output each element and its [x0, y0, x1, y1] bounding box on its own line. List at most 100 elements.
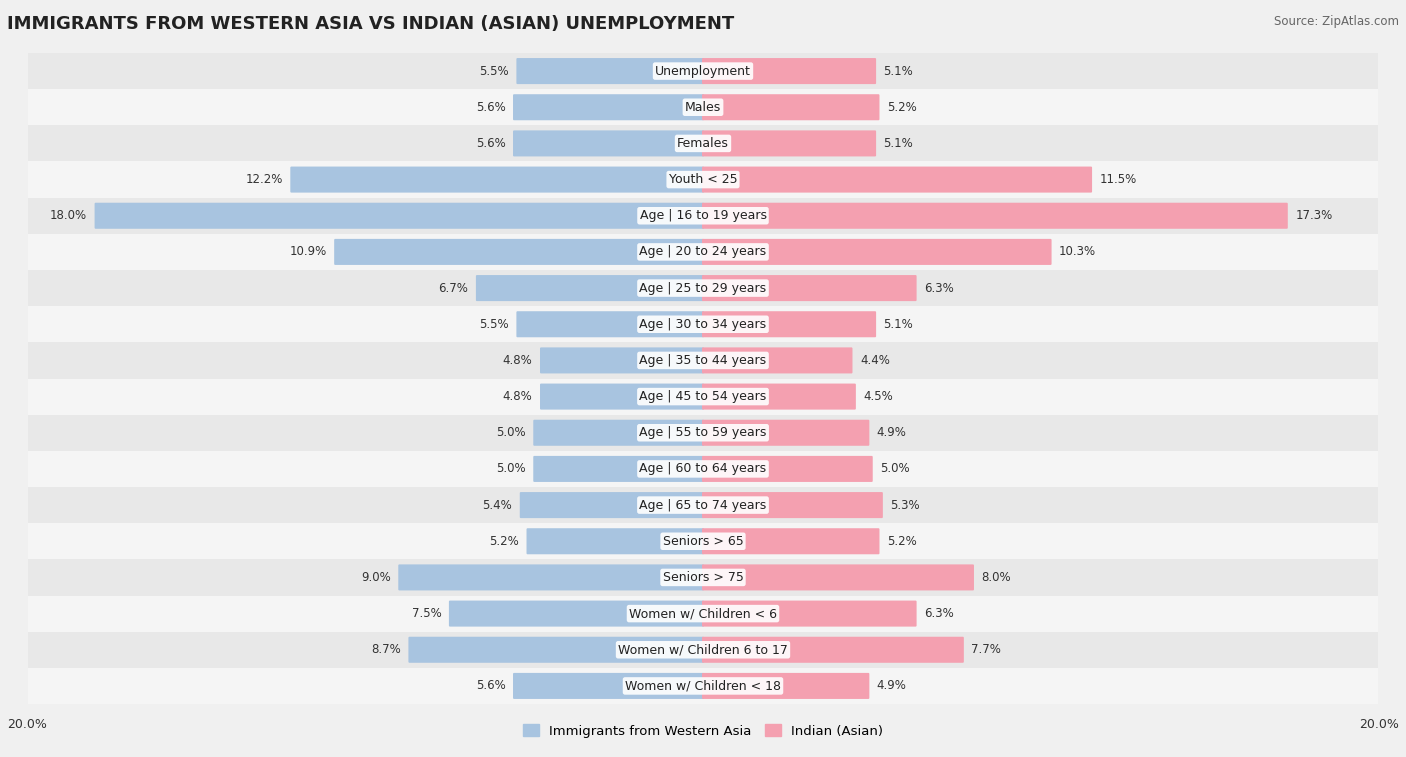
FancyBboxPatch shape — [513, 673, 704, 699]
Text: 6.3%: 6.3% — [924, 282, 953, 294]
Text: 20.0%: 20.0% — [7, 718, 46, 731]
FancyBboxPatch shape — [540, 384, 704, 410]
FancyBboxPatch shape — [702, 600, 917, 627]
Bar — [28, 668, 1378, 704]
Text: Age | 60 to 64 years: Age | 60 to 64 years — [640, 463, 766, 475]
Bar — [28, 631, 1378, 668]
Text: 5.1%: 5.1% — [883, 64, 914, 77]
FancyBboxPatch shape — [520, 492, 704, 518]
Bar — [28, 161, 1378, 198]
Text: 4.5%: 4.5% — [863, 390, 893, 403]
FancyBboxPatch shape — [513, 130, 704, 157]
Text: 11.5%: 11.5% — [1099, 173, 1136, 186]
Bar — [28, 487, 1378, 523]
FancyBboxPatch shape — [702, 130, 876, 157]
Text: 17.3%: 17.3% — [1295, 209, 1333, 223]
Text: Age | 35 to 44 years: Age | 35 to 44 years — [640, 354, 766, 367]
FancyBboxPatch shape — [702, 492, 883, 518]
FancyBboxPatch shape — [702, 311, 876, 338]
Text: 5.0%: 5.0% — [496, 426, 526, 439]
Text: Age | 65 to 74 years: Age | 65 to 74 years — [640, 499, 766, 512]
FancyBboxPatch shape — [702, 94, 880, 120]
Bar — [28, 596, 1378, 631]
FancyBboxPatch shape — [702, 419, 869, 446]
Bar — [28, 89, 1378, 126]
Bar — [28, 53, 1378, 89]
Bar — [28, 306, 1378, 342]
Text: Women w/ Children 6 to 17: Women w/ Children 6 to 17 — [619, 643, 787, 656]
Text: Seniors > 75: Seniors > 75 — [662, 571, 744, 584]
FancyBboxPatch shape — [702, 58, 876, 84]
Text: 10.9%: 10.9% — [290, 245, 326, 258]
Text: 10.3%: 10.3% — [1059, 245, 1097, 258]
FancyBboxPatch shape — [533, 456, 704, 482]
Text: Youth < 25: Youth < 25 — [669, 173, 737, 186]
FancyBboxPatch shape — [94, 203, 704, 229]
FancyBboxPatch shape — [516, 58, 704, 84]
Text: Age | 25 to 29 years: Age | 25 to 29 years — [640, 282, 766, 294]
Text: Unemployment: Unemployment — [655, 64, 751, 77]
Text: 5.5%: 5.5% — [479, 318, 509, 331]
Text: 4.8%: 4.8% — [503, 390, 533, 403]
Text: 6.3%: 6.3% — [924, 607, 953, 620]
Text: 9.0%: 9.0% — [361, 571, 391, 584]
FancyBboxPatch shape — [540, 347, 704, 373]
Bar — [28, 270, 1378, 306]
FancyBboxPatch shape — [702, 673, 869, 699]
FancyBboxPatch shape — [449, 600, 704, 627]
FancyBboxPatch shape — [533, 419, 704, 446]
FancyBboxPatch shape — [702, 275, 917, 301]
Text: Age | 30 to 34 years: Age | 30 to 34 years — [640, 318, 766, 331]
Text: Age | 55 to 59 years: Age | 55 to 59 years — [640, 426, 766, 439]
FancyBboxPatch shape — [702, 384, 856, 410]
Bar — [28, 234, 1378, 270]
Text: Age | 45 to 54 years: Age | 45 to 54 years — [640, 390, 766, 403]
Text: 8.7%: 8.7% — [371, 643, 401, 656]
Text: 4.8%: 4.8% — [503, 354, 533, 367]
Text: 5.0%: 5.0% — [880, 463, 910, 475]
Text: 5.2%: 5.2% — [887, 534, 917, 548]
FancyBboxPatch shape — [702, 528, 880, 554]
FancyBboxPatch shape — [702, 456, 873, 482]
FancyBboxPatch shape — [516, 311, 704, 338]
Text: 20.0%: 20.0% — [1360, 718, 1399, 731]
Text: 4.9%: 4.9% — [877, 426, 907, 439]
Text: Women w/ Children < 18: Women w/ Children < 18 — [626, 680, 780, 693]
Legend: Immigrants from Western Asia, Indian (Asian): Immigrants from Western Asia, Indian (As… — [517, 719, 889, 743]
FancyBboxPatch shape — [290, 167, 704, 192]
Text: Seniors > 65: Seniors > 65 — [662, 534, 744, 548]
Text: 5.0%: 5.0% — [496, 463, 526, 475]
Bar — [28, 559, 1378, 596]
Text: Age | 20 to 24 years: Age | 20 to 24 years — [640, 245, 766, 258]
FancyBboxPatch shape — [526, 528, 704, 554]
FancyBboxPatch shape — [702, 565, 974, 590]
Text: Source: ZipAtlas.com: Source: ZipAtlas.com — [1274, 15, 1399, 28]
Text: 18.0%: 18.0% — [51, 209, 87, 223]
Text: 5.2%: 5.2% — [887, 101, 917, 114]
Text: IMMIGRANTS FROM WESTERN ASIA VS INDIAN (ASIAN) UNEMPLOYMENT: IMMIGRANTS FROM WESTERN ASIA VS INDIAN (… — [7, 15, 734, 33]
Bar — [28, 415, 1378, 451]
Text: Males: Males — [685, 101, 721, 114]
Text: 5.6%: 5.6% — [475, 680, 506, 693]
FancyBboxPatch shape — [702, 203, 1288, 229]
Bar — [28, 523, 1378, 559]
Text: 5.3%: 5.3% — [890, 499, 920, 512]
Text: 5.5%: 5.5% — [479, 64, 509, 77]
Text: 5.4%: 5.4% — [482, 499, 512, 512]
FancyBboxPatch shape — [398, 565, 704, 590]
Text: 4.4%: 4.4% — [860, 354, 890, 367]
FancyBboxPatch shape — [475, 275, 704, 301]
Bar — [28, 198, 1378, 234]
FancyBboxPatch shape — [335, 239, 704, 265]
Text: 8.0%: 8.0% — [981, 571, 1011, 584]
Text: 6.7%: 6.7% — [439, 282, 468, 294]
Bar — [28, 378, 1378, 415]
Text: 7.7%: 7.7% — [972, 643, 1001, 656]
Text: Age | 16 to 19 years: Age | 16 to 19 years — [640, 209, 766, 223]
Text: 5.2%: 5.2% — [489, 534, 519, 548]
Bar — [28, 126, 1378, 161]
Text: 12.2%: 12.2% — [246, 173, 283, 186]
Text: 5.6%: 5.6% — [475, 101, 506, 114]
FancyBboxPatch shape — [702, 239, 1052, 265]
FancyBboxPatch shape — [513, 94, 704, 120]
